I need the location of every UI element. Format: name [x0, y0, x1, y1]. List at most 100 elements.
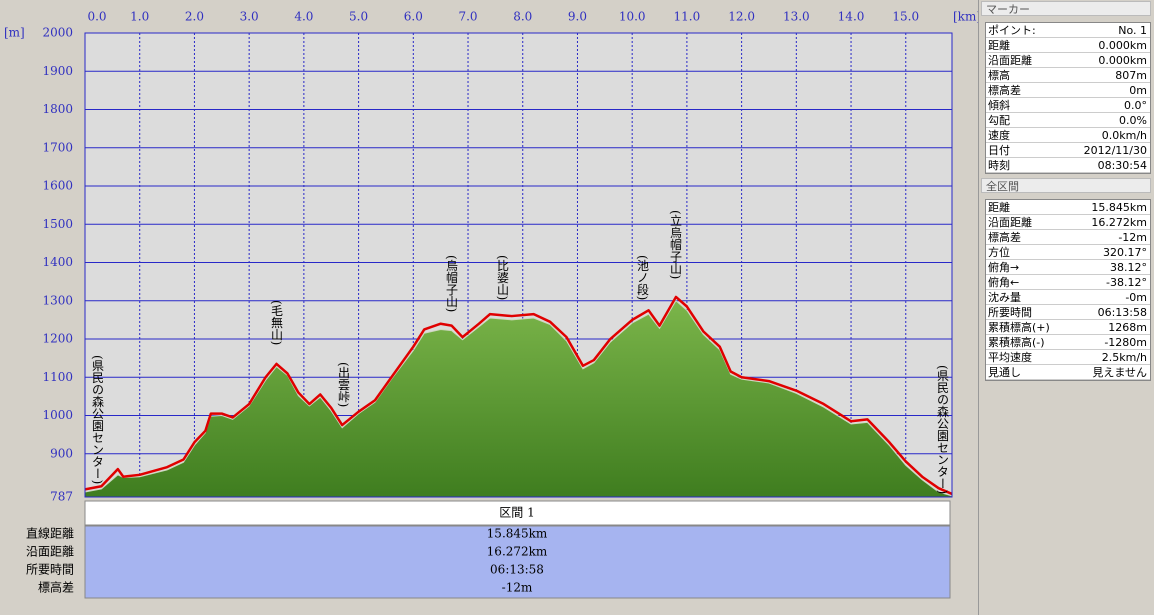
- panel-value: 1268m: [1108, 321, 1147, 334]
- peak-label: (県民の森公園センター): [91, 355, 105, 484]
- plot-border: [84, 32, 953, 498]
- y-tick-label: 1900: [42, 64, 73, 78]
- panel-row: 平均速度 2.5km/h: [986, 350, 1150, 365]
- panel-table: ポイント: No. 1 距離 0.000km 沿面距離 0.000km 標高 807m 標高差 0…: [985, 22, 1151, 174]
- peak-label: (烏帽子山): [445, 255, 459, 312]
- y-tick-label: 1500: [42, 217, 73, 231]
- x-tick-label: 11.0: [674, 10, 701, 24]
- panel-row: 俯角→ 38.12°: [986, 260, 1150, 275]
- y-tick-label: 1200: [42, 332, 73, 346]
- y-tick-label: 1800: [42, 102, 73, 116]
- panel-value: 0.0°: [1124, 99, 1147, 112]
- x-tick-label: 13.0: [783, 10, 810, 24]
- panel-row: 勾配 0.0%: [986, 113, 1150, 128]
- panel-value: 2.5km/h: [1101, 351, 1147, 364]
- panel-key: 距離: [988, 39, 1010, 52]
- section-value: -12m: [502, 581, 533, 595]
- panel-row: 日付 2012/11/30: [986, 143, 1150, 158]
- x-tick-label: 0.0: [87, 10, 106, 24]
- y-unit: [m]: [4, 26, 25, 40]
- panel-row: 標高差 0m: [986, 83, 1150, 98]
- panel-row: 距離 15.845km: [986, 200, 1150, 215]
- panel-key: 沿面距離: [988, 216, 1032, 229]
- info-panel: マーカー ポイント: No. 1 距離 0.000km 沿面距離 0.000km 標高 807m…: [978, 0, 1154, 615]
- panel-key: 標高差: [988, 231, 1021, 244]
- panel-row: 所要時間 06:13:58: [986, 305, 1150, 320]
- peak-label: (比婆山): [496, 255, 510, 300]
- panel-value: 807m: [1115, 69, 1147, 82]
- x-tick-label: 10.0: [619, 10, 646, 24]
- panel-value: 38.12°: [1110, 261, 1147, 274]
- panel-key: 距離: [988, 201, 1010, 214]
- panel-row: 累積標高(-) -1280m: [986, 335, 1150, 350]
- y-tick-label: 1400: [42, 255, 73, 269]
- section-header: 区間 1: [499, 506, 534, 520]
- panel-row: 時刻 08:30:54: [986, 158, 1150, 173]
- x-unit: [km]: [953, 10, 978, 24]
- panel-value: 0.000km: [1098, 54, 1147, 67]
- panel-key: ポイント:: [988, 24, 1036, 37]
- panel-value: 320.17°: [1103, 246, 1147, 259]
- panel-title: マーカー: [981, 1, 1151, 16]
- panel-value: 0.0%: [1119, 114, 1147, 127]
- panel-value: 見えません: [1092, 366, 1147, 379]
- panel-key: 標高差: [988, 84, 1021, 97]
- section-body-box: [84, 525, 951, 599]
- x-tick-label: 15.0: [892, 10, 919, 24]
- panel-key: 所要時間: [988, 306, 1032, 319]
- panel-value: -0m: [1125, 291, 1147, 304]
- panel-value: 06:13:58: [1097, 306, 1147, 319]
- section-label: 標高差: [38, 580, 74, 595]
- y-tick-label: 1700: [42, 140, 73, 154]
- panel-key: 平均速度: [988, 351, 1032, 364]
- panel-value: No. 1: [1118, 24, 1147, 37]
- panel-key: 俯角→: [988, 261, 1020, 274]
- x-tick-label: 4.0: [294, 10, 313, 24]
- panel-row: 速度 0.0km/h: [986, 128, 1150, 143]
- section-label: 直線距離: [26, 526, 74, 541]
- x-tick-label: 9.0: [568, 10, 587, 24]
- panel-row: 方位 320.17°: [986, 245, 1150, 260]
- panel-value: 0.0km/h: [1101, 129, 1147, 142]
- peak-label: (県民の森公園センター): [936, 365, 950, 494]
- x-tick-label: 5.0: [349, 10, 368, 24]
- panel-key: 傾斜: [988, 99, 1010, 112]
- y-tick-label: 1000: [42, 408, 73, 422]
- panel-row: 距離 0.000km: [986, 38, 1150, 53]
- x-tick-label: 12.0: [728, 10, 755, 24]
- x-tick-label: 6.0: [404, 10, 423, 24]
- section-value: 06:13:58: [490, 563, 544, 577]
- peak-label: (出雲峠): [337, 362, 351, 407]
- x-tick-label: 2.0: [185, 10, 204, 24]
- y-tick-label: 1600: [42, 179, 73, 193]
- x-tick-label: 1.0: [130, 10, 149, 24]
- panel-key: 累積標高(+): [988, 321, 1050, 334]
- panel-key: 時刻: [988, 159, 1010, 172]
- panel-value: 2012/11/30: [1083, 144, 1147, 157]
- panel-key: 方位: [988, 246, 1010, 259]
- section-value: 16.272km: [487, 545, 548, 559]
- panel-row: 標高 807m: [986, 68, 1150, 83]
- section-label: 所要時間: [26, 563, 74, 577]
- panel-key: 速度: [988, 129, 1010, 142]
- peak-label: (立烏帽子山): [669, 210, 683, 279]
- section-header-box: [84, 500, 951, 526]
- panel-value: 15.845km: [1091, 201, 1147, 214]
- y-tick-label: 787: [50, 490, 73, 504]
- section-value: 15.845km: [487, 527, 548, 541]
- panel-row: 沿面距離 0.000km: [986, 53, 1150, 68]
- x-tick-label: 14.0: [838, 10, 865, 24]
- panel-row: 俯角← -38.12°: [986, 275, 1150, 290]
- panel-key: 勾配: [988, 114, 1010, 127]
- panel-value: 08:30:54: [1097, 159, 1147, 172]
- x-tick-label: 3.0: [240, 10, 259, 24]
- panel-row: ポイント: No. 1: [986, 23, 1150, 38]
- panel-key: 累積標高(-): [988, 336, 1045, 349]
- peak-label: (毛無山): [270, 300, 284, 345]
- panel-table: 距離 15.845km 沿面距離 16.272km 標高差 -12m 方位 320.17° 俯角…: [985, 199, 1151, 381]
- panel-key: 標高: [988, 69, 1010, 82]
- section-label: 沿面距離: [26, 545, 74, 559]
- panel-row: 見通し 見えません: [986, 365, 1150, 380]
- x-tick-label: 7.0: [458, 10, 477, 24]
